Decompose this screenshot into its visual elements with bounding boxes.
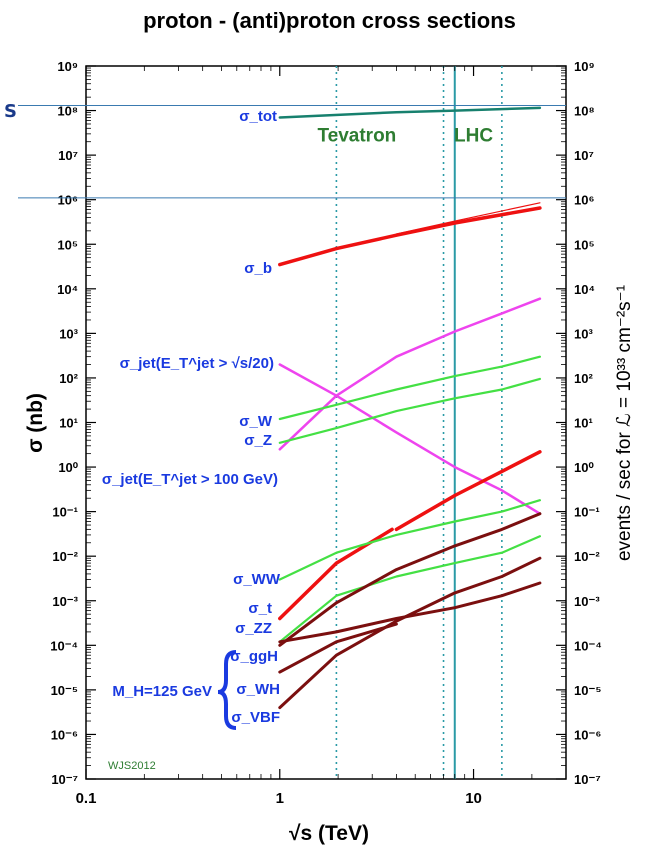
series-line-b [278,206,542,267]
curve-label-ZZ: σ_ZZ [235,620,272,637]
y2-tick-label: 10⁵ [574,237,595,252]
curve-label-W: σ_W [239,413,273,430]
series-line-VBF2 [278,622,398,674]
y2-tick-label: 10⁻³ [574,594,600,609]
series-line-jet20 [278,363,542,515]
series-line-Z [278,377,542,444]
y-tick-label: 10⁴ [57,282,78,297]
y2-tick-label: 10¹ [574,416,593,431]
corner-mark: S [4,101,17,122]
curve-label-jet100: σ_jet(E_T^jet > 100 GeV) [102,471,278,488]
curve-label-b: σ_b [244,260,272,277]
y2-tick-label: 10⁶ [574,193,594,208]
y-tick-label: 10² [59,371,78,386]
y-tick-label: 10⁻⁷ [51,772,78,787]
y2-tick-label: 10⁸ [574,104,595,119]
series-line-jet100 [278,297,542,451]
series-line-ggH [278,512,542,647]
x-tick-label: 0.1 [76,790,97,807]
y-tick-label: 10⁹ [57,59,78,74]
y-tick-label: 10⁸ [57,104,78,119]
y2-tick-label: 10⁻⁷ [574,772,601,787]
y-tick-label: 10⁻⁶ [51,727,78,742]
curve-label-ggH: σ_ggH [230,648,278,665]
curve-label-higgs_mass: M_H=125 GeV [112,683,212,700]
y-tick-label: 10⁻² [52,549,78,564]
y2-tick-label: 10⁻⁴ [574,638,602,653]
region-label-0: Tevatron [317,126,396,147]
series-line-b_thin [395,202,541,235]
y-tick-label: 10¹ [59,416,78,431]
y2-tick-label: 10⁹ [574,59,595,74]
series-line-W [278,355,542,421]
y2-tick-label: 10⁰ [574,460,594,475]
y-tick-label: 10³ [59,326,78,341]
x-tick-label: 10 [465,790,482,807]
higgs-brace [217,650,237,730]
series-line-WH [278,581,542,644]
curve-label-t: σ_t [248,600,272,617]
curve-label-jet20: σ_jet(E_T^jet > √s/20) [120,355,274,372]
curve-label-Z: σ_Z [244,432,272,449]
curve-label-tot: σ_tot [239,108,277,125]
y-tick-label: 10⁻⁴ [50,638,78,653]
y-tick-label: 10⁻¹ [52,505,78,520]
y2-axis-title: events / sec for ℒ = 10³³ cm⁻²s⁻¹ [614,285,635,561]
y2-tick-label: 10⁻⁵ [574,683,601,698]
series-line-VBF [278,556,542,710]
region-label-1: LHC [454,126,493,147]
y-tick-label: 10⁻⁵ [51,683,78,698]
curve-label-VBF: σ_VBF [231,709,280,726]
y-tick-label: 10⁷ [58,148,78,163]
series-line-ZZ [278,535,542,643]
y-tick-label: 10⁰ [58,460,78,475]
plot-frame [85,65,567,780]
y2-tick-label: 10⁴ [574,282,595,297]
y-tick-label: 10⁵ [57,237,78,252]
y-tick-label: 10⁶ [58,193,78,208]
x-axis-title: √s (TeV) [289,822,369,845]
series-line-tot [278,106,542,119]
y2-tick-label: 10⁻⁶ [574,727,601,742]
y2-tick-label: 10⁻¹ [574,505,600,520]
series-line-WW [278,499,542,581]
curve-label-WH: σ_WH [236,681,280,698]
y2-tick-label: 10⁻² [574,549,600,564]
x-tick-label: 1 [276,790,284,807]
y-axis-title: σ (nb) [24,393,47,453]
y2-tick-label: 10² [574,371,593,386]
curve-label-WW: σ_WW [233,571,281,588]
y2-tick-label: 10³ [574,326,593,341]
y-tick-label: 10⁻³ [52,594,78,609]
y2-tick-label: 10⁷ [574,148,594,163]
chart-title: proton - (anti)proton cross sections [143,8,516,33]
credit-label: WJS2012 [108,760,156,772]
series-line-t_lhc [394,450,542,532]
